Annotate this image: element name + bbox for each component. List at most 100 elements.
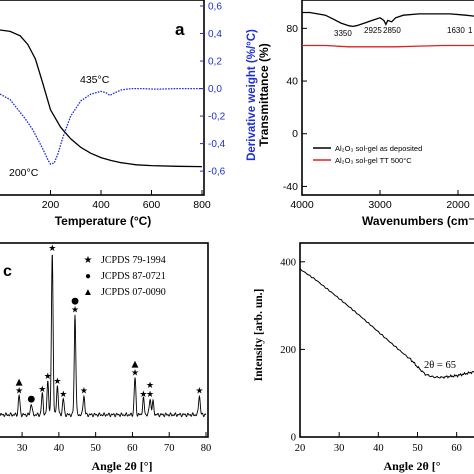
panel-c-legend-marker-1: ★ <box>84 255 93 266</box>
panel-c-peak-marker: ★ <box>146 390 154 400</box>
panel-b-y-tick-label: -40 <box>283 181 298 193</box>
panel-b-y-tick-label: 80 <box>286 23 298 35</box>
panel-a-right-tick-label: -0,6 <box>208 167 226 178</box>
panel-c-x-tick-label: 30 <box>17 443 28 454</box>
panel-b-x-tick-label: 2000 <box>446 199 470 211</box>
panel-b-y-axis-label: Transmittance (%) <box>257 43 271 146</box>
panel-d-plot-frame <box>299 242 474 438</box>
panel-a-derivative-line <box>0 87 202 165</box>
panel-d-y-axis-label: Intensity [arb. un.] <box>253 289 265 382</box>
panel-d-x-tick-label: 60 <box>451 443 462 454</box>
panel-d-x-tick-label: 30 <box>334 443 345 454</box>
panel-b-annotation-2925: 2925 <box>364 26 382 35</box>
panel-a-x-ticks: 200 400 600 800 <box>42 190 211 211</box>
panel-c-peak-marker: ★ <box>44 372 52 382</box>
panel-d-x-tick-label: 50 <box>412 443 423 454</box>
panel-b-legend-label-1: Al₂O₃ sol-gel as deposited <box>335 144 422 153</box>
panel-c-legend-marker-3: ▲ <box>83 287 93 298</box>
panel-d: Intensity [arb. un.] Angle 2θ [° 2θ = 65… <box>253 242 474 473</box>
panel-c-peak-marker: ★ <box>53 377 61 387</box>
panel-d-x-tick-label: 40 <box>373 443 384 454</box>
panel-c-peak-marker: ★ <box>195 387 203 397</box>
panel-a-right-ticks: 0,6 0,4 0,2 0,0 -0,2 -0,4 -0,6 <box>200 2 226 178</box>
panel-a-letter: a <box>175 20 185 39</box>
panel-d-annotation: 2θ = 65 <box>424 360 456 371</box>
panel-a-x-tick-label: 600 <box>143 199 161 211</box>
panel-c-x-tick-label: 70 <box>164 443 175 454</box>
panel-d-x-ticks: 203040506070 <box>295 432 462 454</box>
panel-c-x-tick-label: 40 <box>54 443 65 454</box>
panel-d-y-tick-label: 200 <box>280 345 296 356</box>
panel-a-annotation-200: 200°C <box>9 167 39 179</box>
panel-d-intensity-line <box>299 268 474 380</box>
panel-c-peak-markers: ★▲●★★★★★★●★★▲★★★★ <box>15 244 203 405</box>
panel-b-legend: Al₂O₃ sol-gel as deposited Al₂O₃ sol-gel… <box>313 144 422 165</box>
panel-c-diffraction-line <box>0 254 207 418</box>
panel-c-plot-frame <box>0 242 209 438</box>
panel-b: Transmittance (%) Wavenumbers (cm⁻¹ 3350… <box>257 0 474 228</box>
panel-b-x-tick-label: 4000 <box>290 199 314 211</box>
panel-c-peak-marker: ● <box>27 395 35 405</box>
panel-b-annotation-2850: 2850 <box>383 26 401 35</box>
panel-a-right-tick-label: 0,0 <box>208 84 222 95</box>
panel-c-peak-marker: ▲ <box>132 360 139 370</box>
panel-c-peak-marker: ● <box>71 297 79 307</box>
panel-a-annotation-435: 435°C <box>80 74 110 86</box>
panel-b-y-tick-label: 40 <box>286 76 298 88</box>
panel-a-x-tick-label: 200 <box>42 199 60 211</box>
panel-c-legend-label-1: JCPDS 79-1994 <box>101 255 166 266</box>
panel-c-peak-marker: ★ <box>146 381 154 391</box>
panel-c-x-ticks: 30 40 50 60 70 80 <box>17 432 211 454</box>
panel-c-peak-marker: ★ <box>71 306 79 316</box>
panel-b-x-axis-label: Wavenumbers (cm⁻¹ <box>362 214 474 228</box>
panel-a-right-tick-label: -0,4 <box>208 139 226 150</box>
panel-b-x-ticks: 4000 3000 2000 <box>290 190 470 211</box>
panel-c-x-tick-label: 50 <box>90 443 101 454</box>
panel-c: c ★ JCPDS 79-1994 ● JCPDS 87-0721 ▲ JCPD… <box>0 242 211 473</box>
panel-b-as-deposited-line <box>302 11 474 28</box>
panel-b-plot-frame <box>301 0 474 196</box>
panel-b-y-tick-label: 0 <box>292 128 298 140</box>
panel-b-y-ticks: 80 40 0 -40 <box>283 23 307 193</box>
panel-a-x-tick-label: 400 <box>92 199 110 211</box>
panel-b-annotation-3350: 3350 <box>334 29 352 38</box>
panel-c-x-tick-label: 60 <box>127 443 138 454</box>
panel-d-y-tick-label: 400 <box>280 257 296 268</box>
panel-b-x-tick-label: 3000 <box>368 199 392 211</box>
panel-c-peak-marker: ▲ <box>16 378 23 388</box>
panel-c-peak-marker: ★ <box>80 387 88 397</box>
panel-c-peak-marker: ★ <box>38 385 46 395</box>
panel-a-x-tick-label: 800 <box>193 199 211 211</box>
panel-d-y-ticks: 400 200 0 <box>280 257 305 444</box>
panel-c-series <box>0 254 207 418</box>
panel-a-right-axis-label: Derivative weight (%/°C) <box>246 29 258 161</box>
panel-a-right-tick-label: 0,4 <box>208 29 222 40</box>
panel-b-annotation-trailing: 1 <box>468 26 473 35</box>
panel-a-x-axis-label: Temperature (°C) <box>55 214 152 228</box>
panel-c-peak-marker: ★ <box>59 390 67 400</box>
panel-a-weight-line <box>0 29 203 168</box>
panel-b-series <box>302 11 474 48</box>
panel-c-peak-marker: ★ <box>15 387 23 397</box>
panel-c-peak-marker: ★ <box>48 244 56 254</box>
panel-a-right-tick-label: -0,2 <box>208 112 226 123</box>
panel-c-peak-marker: ★ <box>139 390 147 400</box>
panel-b-annotation-1630: 1630 <box>447 26 465 35</box>
panel-a: a 435°C 200°C Temperature (°C) Derivativ… <box>0 0 258 228</box>
panel-a-right-tick-label: 0,6 <box>208 2 222 13</box>
panel-d-y-tick-label: 0 <box>291 433 296 444</box>
panel-c-legend-label-2: JCPDS 87-0721 <box>101 271 166 282</box>
panel-d-x-axis-label: Angle 2θ [° <box>383 459 440 473</box>
panel-a-right-tick-label: 0,2 <box>208 57 222 68</box>
panel-c-letter: c <box>3 263 12 280</box>
panel-b-legend-label-2: Al₂O₃ sol-gel TT 500°C <box>335 156 412 165</box>
panel-c-x-tick-label: 80 <box>201 443 212 454</box>
panel-c-legend-marker-2: ● <box>85 271 91 282</box>
panel-c-legend-label-3: JCPDS 07-0090 <box>101 287 166 298</box>
panel-c-x-axis-label: Angle 2θ [°] <box>91 459 152 473</box>
panel-c-peak-marker: ★ <box>131 369 139 379</box>
panel-a-series <box>0 29 203 168</box>
panel-c-legend: ★ JCPDS 79-1994 ● JCPDS 87-0721 ▲ JCPDS … <box>83 255 166 298</box>
panel-b-tt500-line <box>302 44 474 48</box>
